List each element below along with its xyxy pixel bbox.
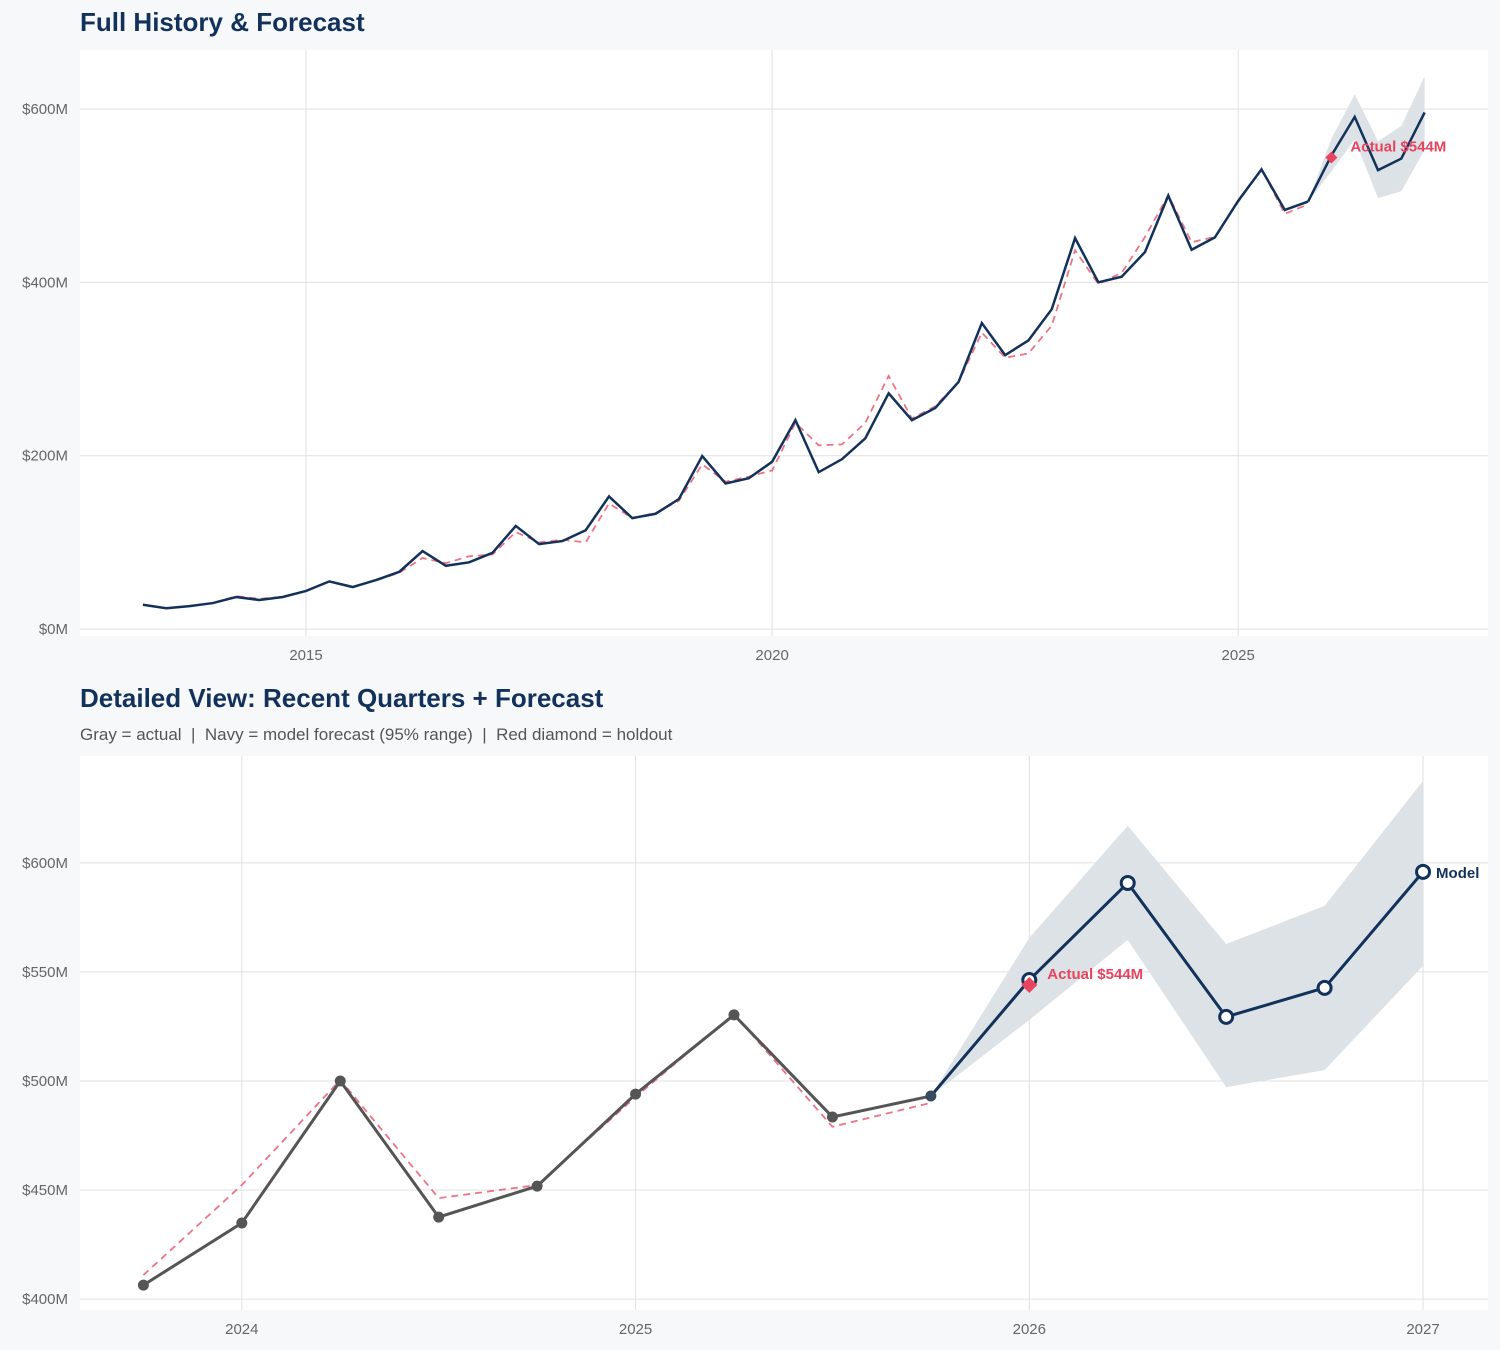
- holdout-diamond: [1325, 151, 1338, 164]
- actual-point: [433, 1211, 445, 1223]
- y-tick-label: $550M: [22, 964, 68, 981]
- forecast-95-band: [1308, 76, 1425, 202]
- y-tick-label: $400M: [22, 1291, 68, 1308]
- forecast-95-band: [930, 780, 1424, 1097]
- chart-title-1: Full History & Forecast: [80, 7, 365, 37]
- y-tick-label: $450M: [22, 1182, 68, 1199]
- forecast-point: [1316, 979, 1333, 996]
- x-tick-label: 2025: [1221, 647, 1254, 664]
- actual-point: [334, 1075, 346, 1087]
- x-tick-label: 2015: [289, 647, 322, 664]
- y-tick-label: $600M: [22, 101, 68, 118]
- y-tick-label: $400M: [22, 274, 68, 291]
- x-tick-label: 2024: [225, 1321, 258, 1338]
- actual-point: [728, 1009, 740, 1021]
- y-tick-label: $0M: [39, 621, 68, 638]
- x-tick-label: 2025: [619, 1321, 652, 1338]
- actual-point: [630, 1088, 642, 1100]
- x-tick-label: 2027: [1406, 1321, 1439, 1338]
- actual-point: [925, 1090, 937, 1102]
- actual-point: [531, 1180, 543, 1192]
- chart-subtitle-2: Gray = actual | Navy = model forecast (9…: [80, 725, 673, 744]
- actual-line: [142, 167, 1309, 610]
- forecast-point: [1415, 863, 1432, 880]
- x-tick-label: 2026: [1013, 1321, 1046, 1338]
- forecast-label: Model: [1436, 865, 1479, 882]
- forecast-line: [1306, 111, 1426, 203]
- y-tick-label: $500M: [22, 1073, 68, 1090]
- y-tick-label: $200M: [22, 448, 68, 465]
- forecast-point: [1119, 874, 1136, 891]
- actual-point: [236, 1217, 248, 1229]
- forecast-line: [929, 870, 1425, 1098]
- holdout-diamond: [1021, 977, 1038, 994]
- actual-point: [826, 1111, 838, 1123]
- actual-point: [137, 1279, 149, 1291]
- plot-area: [80, 50, 1488, 636]
- y-tick-label: $600M: [22, 855, 68, 872]
- chart-title-2: Detailed View: Recent Quarters + Forecas…: [80, 683, 604, 713]
- holdout-label: Actual $544M: [1350, 138, 1446, 155]
- forecast-point: [1218, 1008, 1235, 1025]
- holdout-label: Actual $544M: [1047, 966, 1143, 983]
- x-tick-label: 2020: [755, 647, 788, 664]
